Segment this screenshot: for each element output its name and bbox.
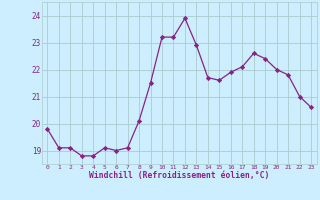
X-axis label: Windchill (Refroidissement éolien,°C): Windchill (Refroidissement éolien,°C): [89, 171, 269, 180]
